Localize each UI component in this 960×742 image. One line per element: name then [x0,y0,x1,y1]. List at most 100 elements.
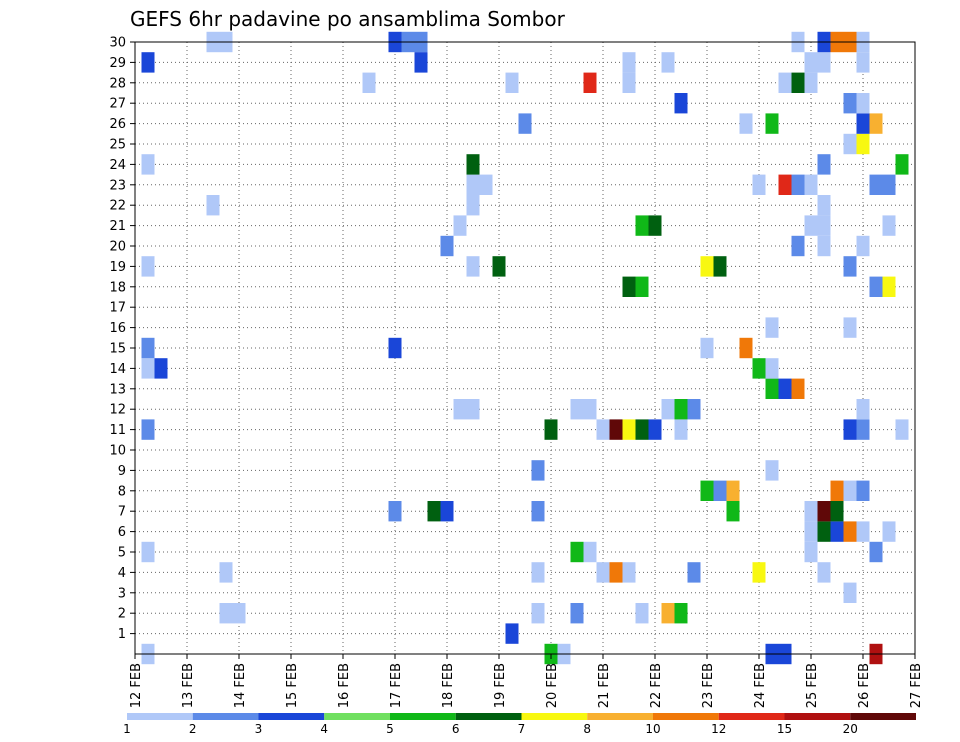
precip-cell [674,603,688,624]
y-tick-label: 23 [109,178,126,193]
y-tick-label: 15 [109,342,126,357]
precip-cell [778,174,792,195]
precip-cell [700,480,714,501]
x-tick-label: 25 FEB [805,663,820,708]
precip-cell [895,419,909,440]
precip-cell [661,399,675,420]
precip-cell [440,235,454,257]
precip-cell [622,276,636,297]
precip-cell [765,113,779,134]
precip-cell [843,93,857,114]
ensemble-cells [141,31,909,665]
precip-cell [141,52,155,73]
precip-cell [843,419,857,440]
y-tick-label: 5 [118,546,126,561]
legend-label: 20 [843,722,858,736]
precip-cell [882,276,896,297]
legend-swatch [784,713,851,720]
precip-cell [856,521,870,542]
precip-cell [596,562,610,583]
y-tick-label: 28 [109,76,126,91]
precip-cell [804,72,818,93]
legend-label: 7 [518,722,526,736]
precip-cell [583,399,597,420]
precip-cell [804,521,818,542]
precip-cell [674,93,688,114]
y-tick-label: 3 [118,586,126,601]
x-tick-label: 21 FEB [597,663,612,708]
precip-cell [739,113,753,134]
precip-cell [856,480,870,501]
legend-swatch [390,713,456,720]
precip-cell [570,603,584,624]
precip-cell [856,113,870,134]
y-tick-label: 12 [109,403,126,418]
precip-cell [739,337,753,359]
precip-cell [466,399,480,420]
y-tick-label: 27 [109,97,126,112]
precip-cell [427,501,441,522]
precip-cell [817,154,831,175]
legend-label: 1 [123,722,131,736]
precip-cell [388,501,402,522]
precip-cell [817,195,831,216]
precip-cell [518,113,532,134]
precip-cell [765,317,779,338]
x-tick-label: 16 FEB [337,663,352,708]
precip-cell [609,419,623,440]
precip-cell [466,256,480,277]
legend-label: 2 [189,722,197,736]
precip-cell [843,582,857,603]
precip-cell [895,154,909,175]
legend-label: 12 [711,722,726,736]
precip-cell [830,501,844,522]
y-tick-label: 6 [118,525,126,540]
precip-cell [141,337,155,359]
legend-swatch [127,713,193,720]
precip-cell [414,52,428,73]
precip-cell [232,603,246,624]
x-tick-label: 19 FEB [493,663,508,708]
x-axis-ticks: 12 FEB 13 FEB 14 FEB 15 FEB 16 FEB 17 FEB 18 F… [129,654,924,708]
legend-label: 5 [386,722,394,736]
precip-cell [141,358,155,379]
y-tick-label: 25 [109,138,126,153]
y-tick-label: 13 [109,382,126,397]
precip-cell [752,174,766,195]
y-tick-label: 1 [118,627,126,642]
precip-cell [596,419,610,440]
precip-cell [765,460,779,481]
x-tick-label: 15 FEB [285,663,300,708]
precip-cell [817,501,831,522]
precip-cell [154,358,168,379]
precip-cell [687,399,701,420]
precip-cell [531,501,545,522]
precip-cell [388,337,402,359]
precip-cell [648,419,662,440]
precip-cell [869,113,883,134]
precip-cell [583,72,597,93]
precip-cell [856,93,870,114]
precip-cell [661,603,675,624]
precip-cell [466,174,480,195]
precip-cell [674,399,688,420]
x-tick-label: 24 FEB [753,663,768,708]
precip-cell [544,419,558,440]
precip-cell [726,501,740,522]
y-tick-label: 14 [109,362,126,377]
precip-cell [804,174,818,195]
precip-cell [791,378,805,399]
precip-cell [778,72,792,93]
precip-cell [479,174,493,195]
precip-cell [713,256,727,277]
precip-cell [843,480,857,501]
precip-cell [817,562,831,583]
y-tick-label: 9 [118,464,126,479]
precip-cell [687,562,701,583]
y-tick-label: 2 [118,607,126,622]
precip-cell [856,399,870,420]
precip-cell [453,215,467,236]
legend-swatch [258,713,325,720]
precip-cell [505,623,519,644]
precip-cell [804,541,818,563]
